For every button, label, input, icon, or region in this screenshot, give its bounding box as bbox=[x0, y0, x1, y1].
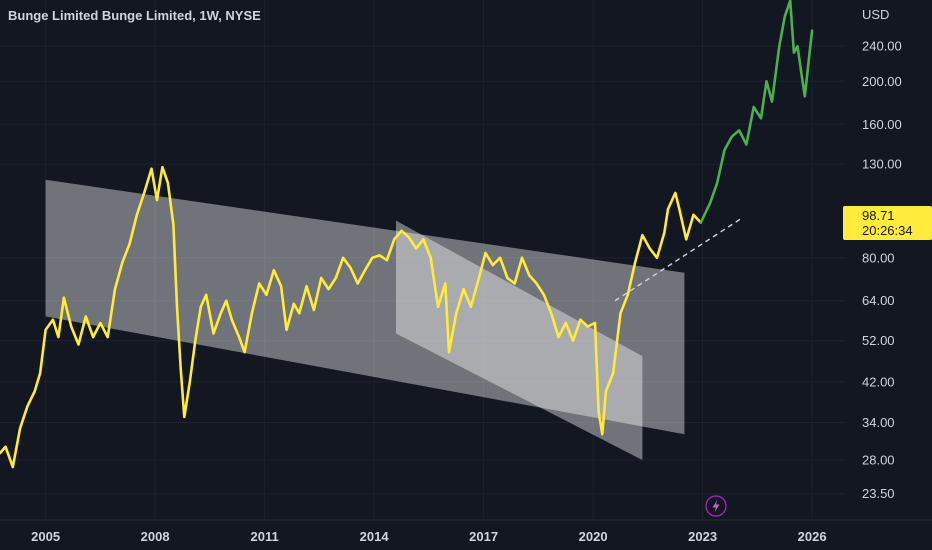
channel-band[interactable] bbox=[396, 220, 643, 460]
price-channels[interactable] bbox=[45, 179, 685, 460]
y-tick-label: 240.00 bbox=[862, 39, 902, 54]
y-tick-label: 23.50 bbox=[862, 486, 895, 501]
price-label-bg bbox=[843, 206, 932, 240]
x-tick-label: 2026 bbox=[798, 529, 827, 544]
x-tick-label: 2017 bbox=[469, 529, 498, 544]
x-tick-label: 2011 bbox=[250, 529, 278, 544]
y-tick-label: 200.00 bbox=[862, 74, 902, 89]
price-series bbox=[0, 0, 814, 469]
y-tick-label: 64.00 bbox=[862, 293, 895, 308]
countdown-timer: 20:26:34 bbox=[862, 223, 913, 238]
grid-lines bbox=[0, 0, 932, 521]
trendline[interactable] bbox=[614, 218, 742, 302]
x-tick-label: 2005 bbox=[31, 529, 60, 544]
currency-label: USD bbox=[862, 7, 889, 22]
y-tick-label: 28.00 bbox=[862, 453, 895, 468]
y-tick-label: 160.00 bbox=[862, 117, 902, 132]
y-tick-label: 34.00 bbox=[862, 415, 895, 430]
lightning-icon[interactable] bbox=[705, 495, 727, 517]
trendline-layer[interactable] bbox=[614, 218, 742, 302]
chart-title: Bunge Limited Bunge Limited, 1W, NYSE bbox=[8, 8, 261, 23]
x-tick-label: 2020 bbox=[579, 529, 608, 544]
y-axis-ticks: 240.00 200.00 160.00 130.00 80.00 64.00 52.00 4… bbox=[862, 39, 902, 502]
x-tick-label: 2023 bbox=[688, 529, 717, 544]
y-tick-label: 52.00 bbox=[862, 333, 895, 348]
price-line bbox=[0, 165, 703, 469]
price-line bbox=[699, 0, 814, 224]
y-tick-label: 80.00 bbox=[862, 250, 895, 265]
current-price: 98.71 bbox=[862, 208, 895, 223]
current-price-label: 98.71 20:26:34 bbox=[843, 206, 932, 240]
x-tick-label: 2014 bbox=[360, 529, 390, 544]
y-tick-label: 42.00 bbox=[862, 374, 895, 389]
channel-band[interactable] bbox=[45, 179, 685, 435]
x-tick-label: 2008 bbox=[141, 529, 170, 544]
x-axis-ticks: 2005 2008 2011 2014 2017 2020 2023 2026 bbox=[31, 529, 826, 544]
y-tick-label: 130.00 bbox=[862, 157, 902, 172]
